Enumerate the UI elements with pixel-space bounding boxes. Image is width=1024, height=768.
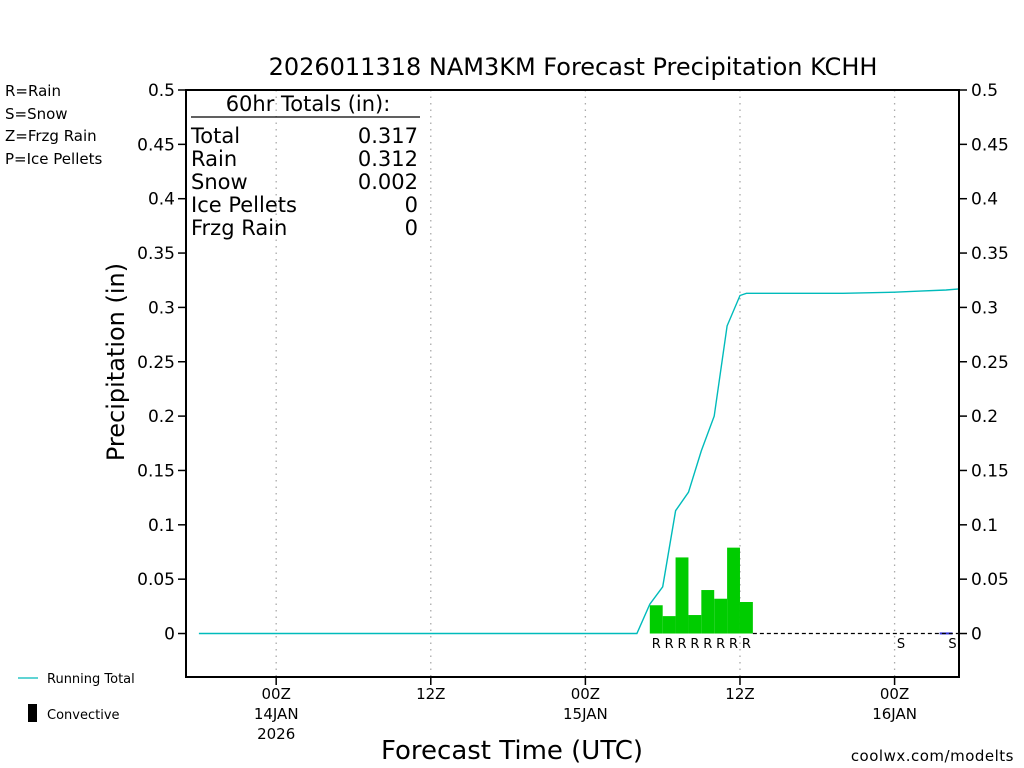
y-tick-label-right: 0.25 [971, 353, 1009, 373]
y-tick-label-left: 0.05 [137, 570, 175, 590]
legend-snow: S=Snow [5, 105, 68, 123]
ptype-marker: R [652, 637, 661, 652]
y-tick-label-left: 0.5 [148, 81, 175, 101]
y-tick-label-right: 0.4 [971, 190, 998, 210]
x-tick-label: 12Z [416, 685, 445, 703]
convective-swatch [28, 704, 37, 722]
totals-row-label: Total [190, 124, 240, 148]
totals-row-label: Frzg Rain [191, 216, 287, 240]
totals-row-value: 0.312 [358, 147, 418, 171]
ptype-marker: R [729, 637, 738, 652]
precip-bar [662, 616, 676, 634]
ptype-marker: R [703, 637, 712, 652]
precip-bar [675, 557, 689, 634]
ptype-marker: R [742, 637, 751, 652]
y-tick-label-left: 0.35 [137, 244, 175, 264]
series-legend: Running Total Convective [18, 672, 135, 723]
y-tick-label-right: 0.3 [971, 298, 998, 318]
x-tick-label: 00Z [261, 685, 290, 703]
totals-row-value: 0.317 [358, 124, 418, 148]
precip-bar [649, 605, 663, 634]
y-tick-label-right: 0.45 [971, 135, 1009, 155]
legend-rain: R=Rain [5, 82, 61, 100]
running-total-line [198, 288, 960, 635]
precip-bar [701, 590, 715, 634]
credit-text: coolwx.com/modelts [851, 747, 1014, 765]
y-tick-label-left: 0 [164, 625, 175, 645]
x-tick-label: 12Z [725, 685, 754, 703]
ptype-marker: S [897, 637, 905, 652]
running-total-line-group [198, 288, 960, 635]
x-axis: 00Z 14JAN 2026 12Z 00Z 15JAN 12Z 00Z 16JAN [254, 677, 917, 743]
precip-bar [739, 601, 753, 634]
legend-frzg-rain: Z=Frzg Rain [5, 127, 97, 145]
ptype-marker: R [690, 637, 699, 652]
ptype-marker: R [677, 637, 686, 652]
precip-bar [939, 632, 953, 635]
y-tick-label-right: 0.05 [971, 570, 1009, 590]
ptype-legend: R=Rain S=Snow Z=Frzg Rain P=Ice Pellets [5, 82, 102, 168]
x-tick-label: 00Z [880, 685, 909, 703]
y-tick-label-right: 0.1 [971, 516, 998, 536]
y-tick-label-left: 0.25 [137, 353, 175, 373]
legend-running-total: Running Total [47, 672, 135, 687]
totals-row-value: 0 [405, 216, 418, 240]
y-tick-label-left: 0.15 [137, 461, 175, 481]
y-tick-label-right: 0.15 [971, 461, 1009, 481]
chart-title: 2026011318 NAM3KM Forecast Precipitation… [269, 53, 878, 81]
plot-frame [185, 89, 960, 678]
y-tick-label-right: 0 [971, 625, 982, 645]
totals-row-label: Rain [191, 147, 237, 171]
y-tick-label-left: 0.4 [148, 190, 175, 210]
legend-ice-pellets: P=Ice Pellets [5, 150, 102, 168]
x-tick-date: 16JAN [872, 705, 917, 723]
totals-row-label: Ice Pellets [191, 193, 297, 217]
legend-convective: Convective [47, 708, 120, 723]
totals-heading: 60hr Totals (in): [226, 92, 391, 116]
precip-bar [688, 615, 702, 634]
x-tick-date: 15JAN [563, 705, 608, 723]
totals-row-value: 0 [405, 193, 418, 217]
totals-row-value: 0.002 [358, 170, 418, 194]
y-axis-label: Precipitation (in) [102, 263, 130, 461]
grid-lines [275, 90, 896, 677]
y-tick-label-left: 0.1 [148, 516, 175, 536]
totals-row-label: Snow [191, 170, 248, 194]
y-axes: 0 00.05 0.050.1 0.10.15 0.150.2 0.20.25 0.250.… [137, 81, 1009, 645]
y-tick-label-left: 0.45 [137, 135, 175, 155]
y-tick-label-left: 0.2 [148, 407, 175, 427]
y-tick-label-right: 0.35 [971, 244, 1009, 264]
ptype-marker: R [665, 637, 674, 652]
precip-bar [714, 598, 728, 634]
totals-box: 60hr Totals (in): Total 0.317 Rain 0.312… [190, 92, 420, 240]
y-tick-label-right: 0.5 [971, 81, 998, 101]
x-axis-label: Forecast Time (UTC) [381, 736, 643, 766]
x-tick-date: 14JAN [254, 705, 299, 723]
y-tick-label-left: 0.3 [148, 298, 175, 318]
precip-bars [649, 547, 953, 635]
x-tick-year: 2026 [257, 725, 295, 743]
precip-bar [727, 547, 740, 634]
y-tick-label-right: 0.2 [971, 407, 998, 427]
x-tick-label: 00Z [571, 685, 600, 703]
ptype-marker: S [948, 637, 956, 652]
ptype-marker: R [716, 637, 725, 652]
